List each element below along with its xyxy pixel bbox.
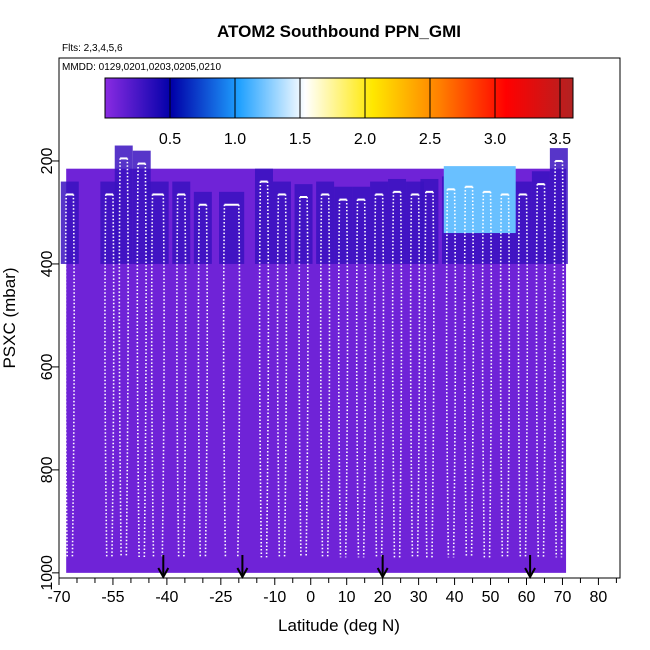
heatmap-high-region — [443, 166, 516, 234]
colorbar-tick-label: 2.5 — [419, 131, 441, 148]
arrow-marker — [157, 555, 170, 580]
flight-profile — [136, 162, 147, 558]
x-tick-label: -25 — [209, 589, 232, 606]
colorbar-tick-label: 1.0 — [224, 131, 246, 148]
flight-profile — [150, 193, 165, 558]
arrow-marker — [236, 555, 249, 580]
colorbar-tick-label: 3.0 — [484, 131, 506, 148]
x-tick-label: 30 — [410, 589, 428, 606]
flight-profile — [535, 183, 547, 558]
x-tick-label: 50 — [482, 589, 500, 606]
flight-profile — [424, 190, 435, 558]
heatmap-column — [132, 150, 151, 264]
x-tick-label: 20 — [374, 589, 392, 606]
heatmap-column — [219, 191, 245, 264]
arrow-marker — [376, 555, 389, 580]
x-tick-label: -70 — [47, 589, 70, 606]
flight-profile — [373, 193, 385, 558]
y-tick-label: 1000 — [39, 555, 56, 591]
flight-profile — [118, 157, 129, 558]
y-axis: 200 400 600 800 1000 — [39, 148, 59, 591]
heatmap-column — [294, 184, 313, 264]
x-axis-label: Latitude (deg N) — [278, 616, 400, 635]
sounding-arrows — [157, 555, 536, 580]
flight-profile — [517, 193, 529, 558]
y-tick-label: 200 — [39, 148, 56, 175]
flight-profile — [197, 203, 209, 558]
colorbar: 0.5 1.0 1.5 2.0 2.5 3.0 3.5 — [104, 77, 574, 148]
heatmap-column — [114, 145, 133, 264]
heatmap-column — [254, 168, 273, 264]
heatmap-column — [531, 171, 550, 264]
heatmap-column — [334, 186, 353, 264]
y-tick-label: 400 — [39, 250, 56, 277]
flights-annotation: Flts: 2,3,4,5,6 — [62, 43, 123, 54]
heatmap-column — [352, 186, 371, 264]
chart-title: ATOM2 Southbound PPN_GMI — [217, 22, 461, 41]
flight-profile — [499, 193, 511, 558]
y-tick-label: 600 — [39, 353, 56, 380]
heatmap-column — [388, 178, 407, 264]
colorbar-gradient — [104, 77, 574, 119]
flight-profiles — [64, 157, 565, 558]
heatmap-column — [420, 178, 439, 264]
x-tick-label: 80 — [590, 589, 608, 606]
x-tick-label: -55 — [101, 589, 124, 606]
flight-profile — [445, 188, 457, 558]
x-tick-label: -10 — [263, 589, 286, 606]
flight-profile — [64, 193, 75, 558]
arrow-marker — [524, 555, 536, 580]
x-tick-label: -40 — [155, 589, 178, 606]
heatmap-column — [549, 148, 568, 264]
flight-profile — [481, 190, 493, 558]
flight-profile — [104, 193, 115, 558]
flight-profile — [222, 203, 241, 558]
plot-frame — [58, 57, 621, 579]
x-tick-label: 40 — [446, 589, 464, 606]
flight-profile — [176, 193, 187, 558]
flight-profile — [409, 193, 421, 558]
x-axis: -70 -55 -40 -25 -10 0 10 20 30 40 50 60 70 80 — [47, 578, 617, 606]
y-axis-label: PSXC (mbar) — [0, 267, 19, 368]
x-tick-label: 10 — [338, 589, 356, 606]
heatmap-column — [193, 191, 212, 264]
x-tick-label: 70 — [554, 589, 572, 606]
flight-profile — [355, 198, 367, 558]
dates-annotation: MMDD: 0129,0201,0203,0205,0210 — [62, 62, 221, 73]
colorbar-tick-label: 3.5 — [549, 131, 571, 148]
flight-profile — [258, 180, 270, 558]
flight-profile — [463, 185, 475, 558]
flight-profile — [337, 198, 349, 558]
flight-profile — [276, 193, 288, 558]
y-tick-label: 800 — [39, 456, 56, 483]
flight-profile — [391, 190, 403, 558]
flight-profile — [553, 159, 565, 558]
colorbar-tick-label: 2.0 — [354, 131, 376, 148]
colorbar-tick-label: 1.5 — [289, 131, 311, 148]
flight-profile — [319, 193, 331, 558]
flight-profile — [298, 196, 309, 558]
x-tick-label: 0 — [306, 589, 315, 606]
colorbar-tick-label: 0.5 — [159, 131, 181, 148]
x-tick-label: 60 — [518, 589, 536, 606]
